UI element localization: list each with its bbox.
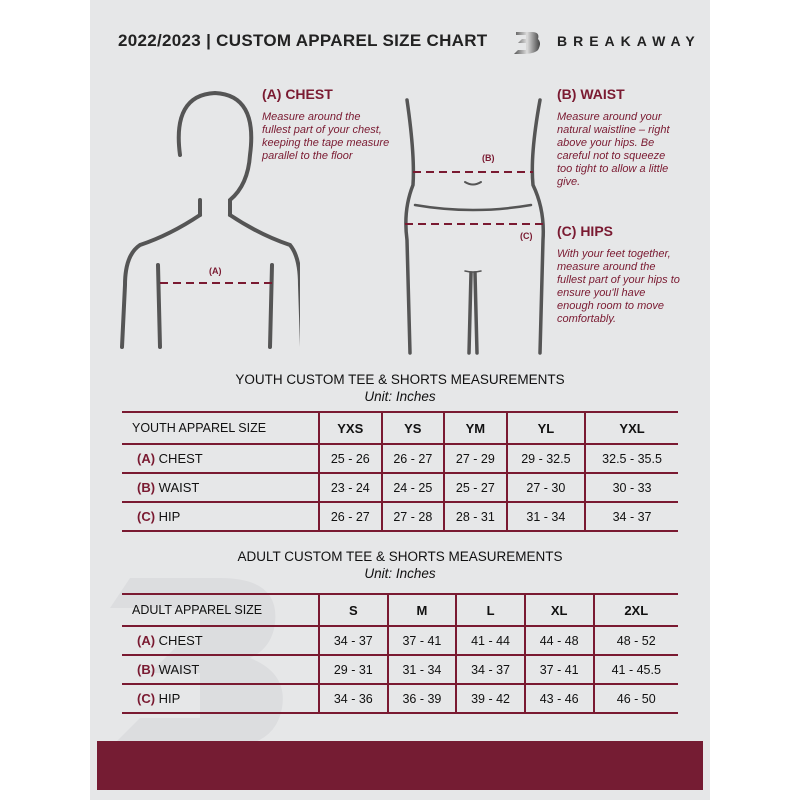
cell: 27 - 28 [380,501,445,532]
cell: 23 - 24 [318,472,382,502]
cell: 32.5 - 35.5 [584,443,678,473]
cell: 25 - 26 [318,443,382,473]
cell: 48 - 52 [592,625,678,655]
size-header: 2XL [592,593,678,626]
cell: 31 - 34 [386,654,457,684]
cell: 41 - 44 [455,625,525,655]
table-header-row: ADULT APPAREL SIZE S M L XL 2XL [122,593,678,626]
size-header: XL [523,593,594,626]
row-letter: (A) [137,633,156,648]
row-label: (A) CHEST [122,625,319,655]
table-header-row: YOUTH APPAREL SIZE YXS YS YM YL YXL [122,411,678,444]
table-row: (A) CHEST 34 - 37 37 - 41 41 - 44 44 - 48 48… [122,625,678,655]
row-letter: (C) [137,509,156,524]
adult-size-table: ADULT APPAREL SIZE S M L XL 2XL (A) CHES… [122,593,678,714]
brand-name: BREAKAWAY [557,33,701,49]
chest-marker: (A) [209,266,222,276]
size-header: YM [443,411,507,444]
table-row: (A) CHEST 25 - 26 26 - 27 27 - 29 29 - 32.5… [122,443,678,473]
cell: 44 - 48 [523,625,594,655]
youth-table-title: YOUTH CUSTOM TEE & SHORTS MEASUREMENTS [235,372,565,387]
cell: 26 - 27 [380,443,445,473]
size-header: M [386,593,457,626]
chest-figure-illustration [120,90,300,349]
row-letter: (A) [137,451,156,466]
page-title: 2022/2023 | CUSTOM APPAREL SIZE CHART [118,31,488,50]
size-header: S [318,593,388,626]
row-label: (C) HIP [122,501,319,532]
waist-heading: (B) WAIST [557,86,625,102]
cell: 34 - 37 [455,654,525,684]
waist-description: Measure around your natural waistline – … [557,111,670,188]
chest-description: Measure around the fullest part of your … [262,111,390,162]
row-label: (A) CHEST [122,443,319,473]
cell: 36 - 39 [386,683,457,714]
chest-heading: (A) CHEST [262,86,333,102]
cell: 41 - 45.5 [592,654,678,684]
cell: 31 - 34 [505,501,586,532]
row-label: (B) WAIST [122,472,319,502]
waist-hips-figure-illustration [404,98,546,355]
youth-size-table: YOUTH APPAREL SIZE YXS YS YM YL YXL (A) … [122,411,678,532]
hips-marker: (C) [520,231,533,241]
waist-marker: (B) [482,153,495,163]
cell: 24 - 25 [380,472,445,502]
cell: 34 - 37 [584,501,678,532]
row-label: (C) HIP [122,683,319,714]
footer-band [97,741,703,790]
cell: 29 - 31 [318,654,388,684]
table-row: (B) WAIST 23 - 24 24 - 25 25 - 27 27 - 30 30… [122,472,678,502]
youth-unit: Unit: Inches [364,389,436,404]
header-label: YOUTH APPAREL SIZE [122,411,319,444]
cell: 27 - 30 [505,472,586,502]
size-header: L [455,593,525,626]
cell: 30 - 33 [584,472,678,502]
row-name: CHEST [158,633,203,648]
row-letter: (C) [137,691,156,706]
row-letter: (B) [137,480,156,495]
cell: 29 - 32.5 [505,443,586,473]
breakaway-logo-icon [514,32,540,54]
hips-description: With your feet together, measure around … [557,248,680,325]
cell: 37 - 41 [386,625,457,655]
row-name: WAIST [158,480,200,495]
cell: 26 - 27 [318,501,382,532]
cell: 37 - 41 [523,654,594,684]
cell: 39 - 42 [455,683,525,714]
cell: 27 - 29 [443,443,507,473]
size-header: YL [505,411,586,444]
cell: 43 - 46 [523,683,594,714]
row-name: CHEST [158,451,203,466]
table-row: (C) HIP 34 - 36 36 - 39 39 - 42 43 - 46 46 -… [122,683,678,714]
row-label: (B) WAIST [122,654,319,684]
row-letter: (B) [137,662,156,677]
hips-heading: (C) HIPS [557,223,613,239]
header-label: ADULT APPAREL SIZE [122,593,319,626]
size-header: YS [380,411,445,444]
cell: 34 - 37 [318,625,388,655]
table-row: (B) WAIST 29 - 31 31 - 34 34 - 37 37 - 41 41… [122,654,678,684]
adult-unit: Unit: Inches [364,566,436,581]
row-name: HIP [158,691,181,706]
row-name: WAIST [158,662,200,677]
size-header: YXS [318,411,382,444]
cell: 46 - 50 [592,683,678,714]
table-row: (C) HIP 26 - 27 27 - 28 28 - 31 31 - 34 34 -… [122,501,678,532]
cell: 25 - 27 [443,472,507,502]
size-header: YXL [584,411,678,444]
adult-table-title: ADULT CUSTOM TEE & SHORTS MEASUREMENTS [237,549,563,564]
row-name: HIP [158,509,181,524]
cell: 34 - 36 [318,683,388,714]
cell: 28 - 31 [443,501,507,532]
